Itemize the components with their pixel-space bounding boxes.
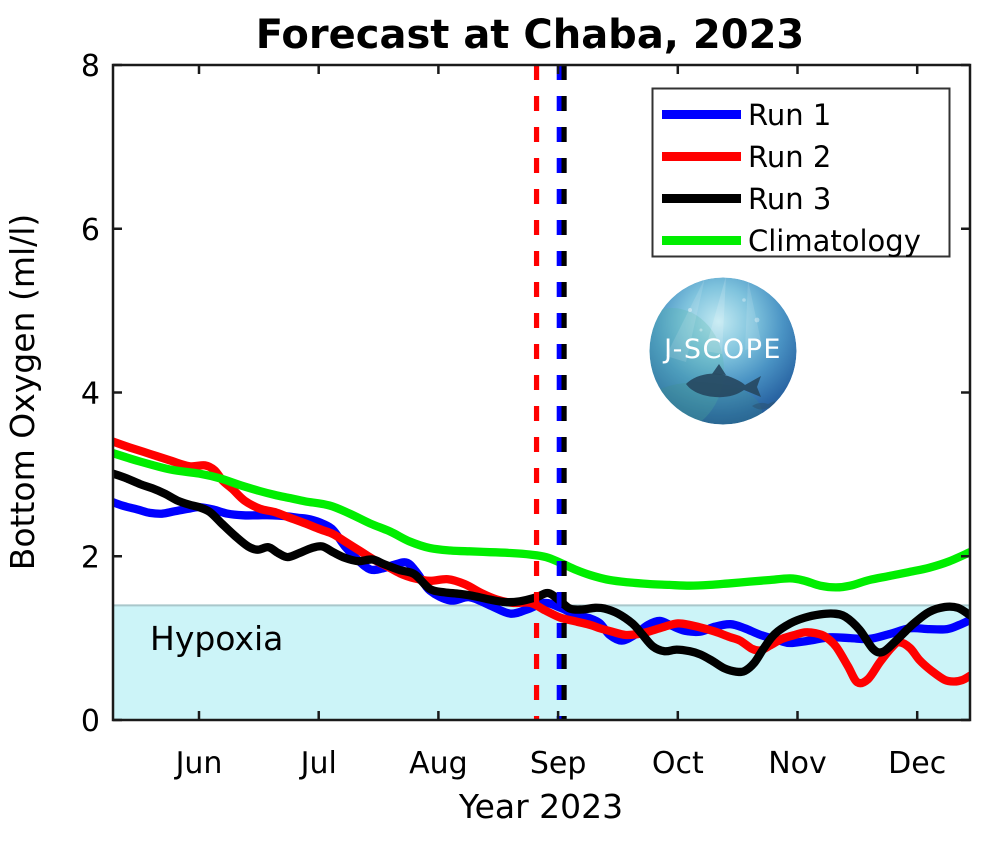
light-ray-icon [745, 280, 762, 350]
y-tick-label-4: 4 [81, 377, 100, 412]
hypoxia-region [113, 605, 970, 720]
series-run-1 [113, 498, 970, 648]
legend-item-run-3: Run 3 [662, 182, 831, 216]
legend-label-run-3: Run 3 [748, 182, 831, 216]
y-tick-label-2: 2 [81, 540, 100, 575]
legend-label-run-1: Run 1 [748, 98, 831, 132]
y-tick-label-0: 0 [81, 704, 100, 739]
y-axis-label: Bottom Oxygen (ml/l) [3, 214, 42, 571]
y-tick-label-6: 6 [81, 213, 100, 248]
light-ray-icon [705, 277, 726, 354]
jscope-logo: J-SCOPE [649, 277, 797, 425]
x-tick-label-Jul: Jul [299, 746, 337, 781]
x-tick-label-Oct: Oct [652, 746, 704, 781]
logo-text: J-SCOPE [662, 334, 782, 365]
fish-fin-icon [712, 364, 726, 375]
x-tick-label-Nov: Nov [768, 746, 827, 781]
logo-background [649, 277, 797, 425]
legend-item-run-1: Run 1 [662, 98, 831, 132]
logo-seafloor-tint [649, 382, 762, 425]
x-tick-label-Jun: Jun [174, 746, 223, 781]
legend-item-climatology: Climatology [662, 224, 921, 258]
legend-label-run-2: Run 2 [748, 140, 831, 174]
x-tick-label-Aug: Aug [409, 746, 468, 781]
legend-label-climatology: Climatology [748, 224, 921, 258]
series-run-3 [113, 469, 970, 677]
hypoxia-label: Hypoxia [150, 619, 283, 658]
plot-area: Jun Jul Aug Sep Oct Nov Dec 0 2 4 6 8 [81, 49, 972, 781]
bubble-icon [699, 328, 703, 332]
legend-item-run-2: Run 2 [662, 140, 831, 174]
logo-teal-tint [649, 308, 724, 425]
legend: Run 1 Run 2 Run 3 Climatology [651, 87, 951, 258]
x-tick-label-Sep: Sep [530, 746, 587, 781]
series-run-2 [113, 437, 970, 688]
x-tick-label-Dec: Dec [888, 746, 946, 781]
y-tick-label-8: 8 [81, 49, 100, 84]
x-axis-label: Year 2023 [458, 787, 623, 826]
fish-icon [686, 373, 761, 398]
light-ray-icon [666, 278, 705, 362]
series-climatology [113, 448, 970, 592]
bubble-icon [688, 308, 692, 312]
bubble-icon [754, 317, 760, 323]
chart-title: Forecast at Chaba, 2023 [256, 12, 805, 58]
bubble-icon [742, 298, 746, 302]
